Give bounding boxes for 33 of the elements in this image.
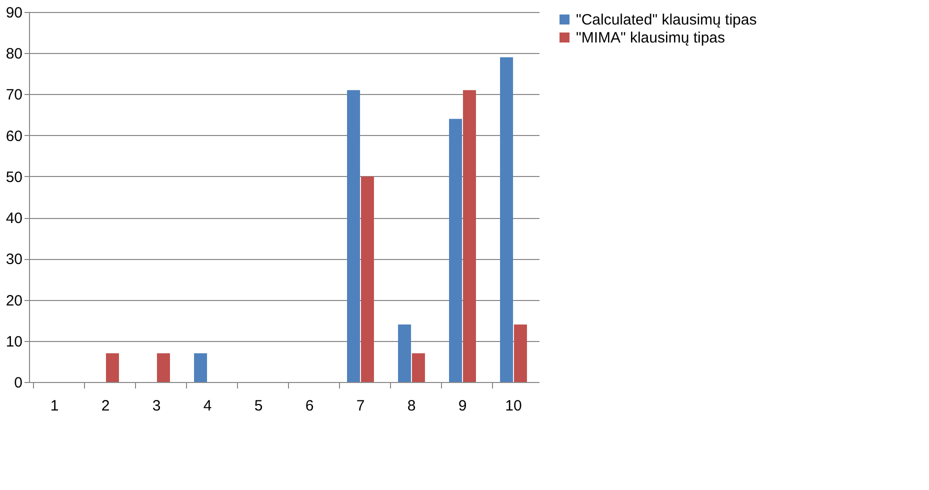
legend-label: "Calculated" klausimų tipas — [576, 12, 757, 28]
x-tick-label: 1 — [50, 398, 59, 414]
y-tick-label: 40 — [6, 210, 22, 228]
x-tick-label: 6 — [305, 398, 314, 414]
y-tick-label: 60 — [6, 128, 22, 145]
bar — [347, 90, 360, 382]
x-tick-label: 3 — [152, 398, 161, 414]
bar — [514, 324, 527, 382]
bar — [194, 353, 208, 382]
y-tick-label: 80 — [6, 46, 22, 63]
y-tick-label: 0 — [14, 374, 22, 392]
x-tick-label: 9 — [458, 398, 467, 414]
bar — [412, 353, 425, 382]
x-tick-label: 2 — [101, 398, 110, 414]
y-tick-label: 10 — [6, 333, 22, 350]
x-tick-label: 4 — [203, 398, 212, 414]
x-tick-label: 10 — [505, 398, 522, 414]
y-tick-label: 20 — [6, 292, 22, 310]
bar — [156, 353, 170, 382]
y-tick-label: 90 — [6, 4, 22, 22]
y-tick-label: 70 — [6, 86, 22, 104]
bar — [360, 176, 374, 382]
x-tick-label: 5 — [254, 398, 263, 414]
y-tick-label: 50 — [6, 168, 22, 186]
bar — [500, 57, 514, 382]
bar — [449, 118, 462, 382]
bar — [462, 90, 476, 382]
legend-label: "MIMA" klausimų tipas — [576, 30, 726, 46]
bar — [106, 353, 119, 382]
bar — [398, 324, 412, 382]
x-tick-label: 7 — [356, 398, 365, 414]
y-tick-label: 30 — [6, 251, 22, 268]
x-tick-label: 8 — [407, 398, 416, 414]
